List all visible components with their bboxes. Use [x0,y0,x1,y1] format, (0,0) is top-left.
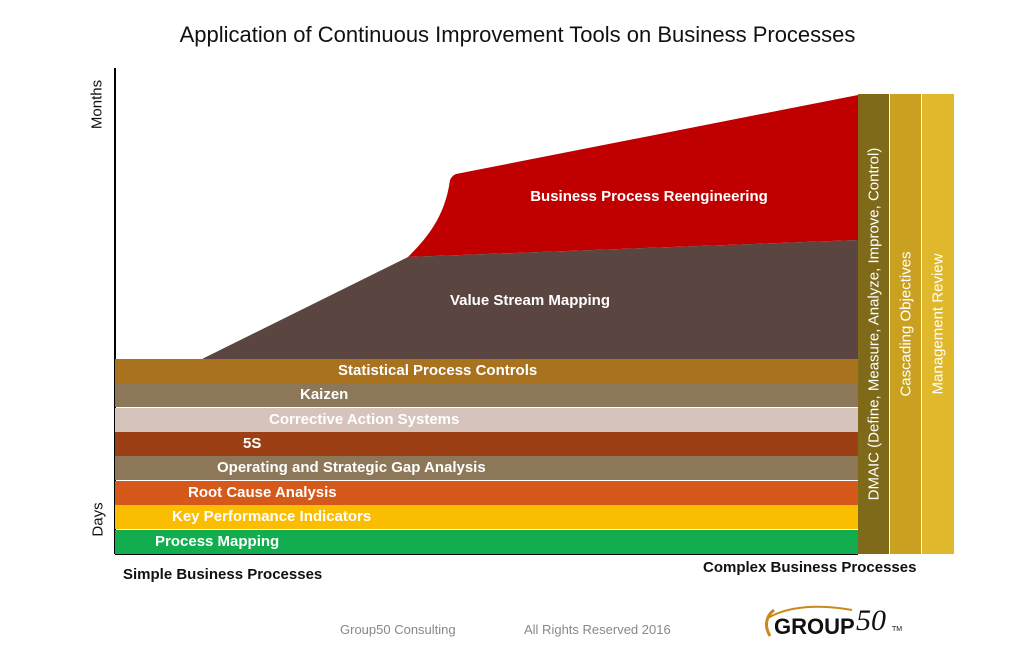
column-cascading-objectives: Cascading Objectives [890,94,921,554]
column-label: Management Review [929,253,947,395]
logo-swoosh-icon [765,605,853,637]
diagram-title: Application of Continuous Improvement To… [179,22,856,47]
bpr-label: Business Process Reengineering [530,188,768,205]
band-label: Process Mapping [155,533,280,550]
band-process-mapping: Process Mapping [115,530,858,554]
footer-company: Group50 Consulting [340,622,456,637]
column-management-review: Management Review [922,94,954,554]
band-label: Root Cause Analysis [188,484,337,501]
footer-rights: All Rights Reserved 2016 [524,622,671,637]
band-label: 5S [243,435,262,452]
band-gap-analysis: Operating and Strategic Gap Analysis [115,456,858,480]
band-label: Corrective Action Systems [269,411,460,428]
band-label: Kaizen [300,386,349,403]
band-statistical-process-controls: Statistical Process Controls [115,359,858,383]
column-label: DMAIC (Define, Measure, Analyze, Improve… [865,147,882,501]
band-root-cause-analysis: Root Cause Analysis [115,481,858,505]
band-label: Statistical Process Controls [338,362,538,379]
column-label: Cascading Objectives [897,251,914,397]
column-dmaic: DMAIC (Define, Measure, Analyze, Improve… [858,94,889,554]
vsm-area [200,240,858,360]
logo-text: GROUP [774,614,855,639]
x-axis-right-label: Complex Business Processes [703,559,917,576]
vsm-label: Value Stream Mapping [450,292,610,309]
band-5s: 5S [115,432,858,456]
band-corrective-action-systems: Corrective Action Systems [115,408,858,432]
band-kaizen: Kaizen [115,383,858,407]
band-key-performance-indicators: Key Performance Indicators [115,505,858,529]
group50-logo: GROUP 50 TM [760,602,910,642]
bpr-area [408,95,858,257]
band-label: Key Performance Indicators [172,508,372,525]
band-label: Operating and Strategic Gap Analysis [217,459,486,476]
logo-number: 50 [856,604,886,637]
logo-tm: TM [892,626,903,633]
x-axis-left-label: Simple Business Processes [123,566,323,583]
